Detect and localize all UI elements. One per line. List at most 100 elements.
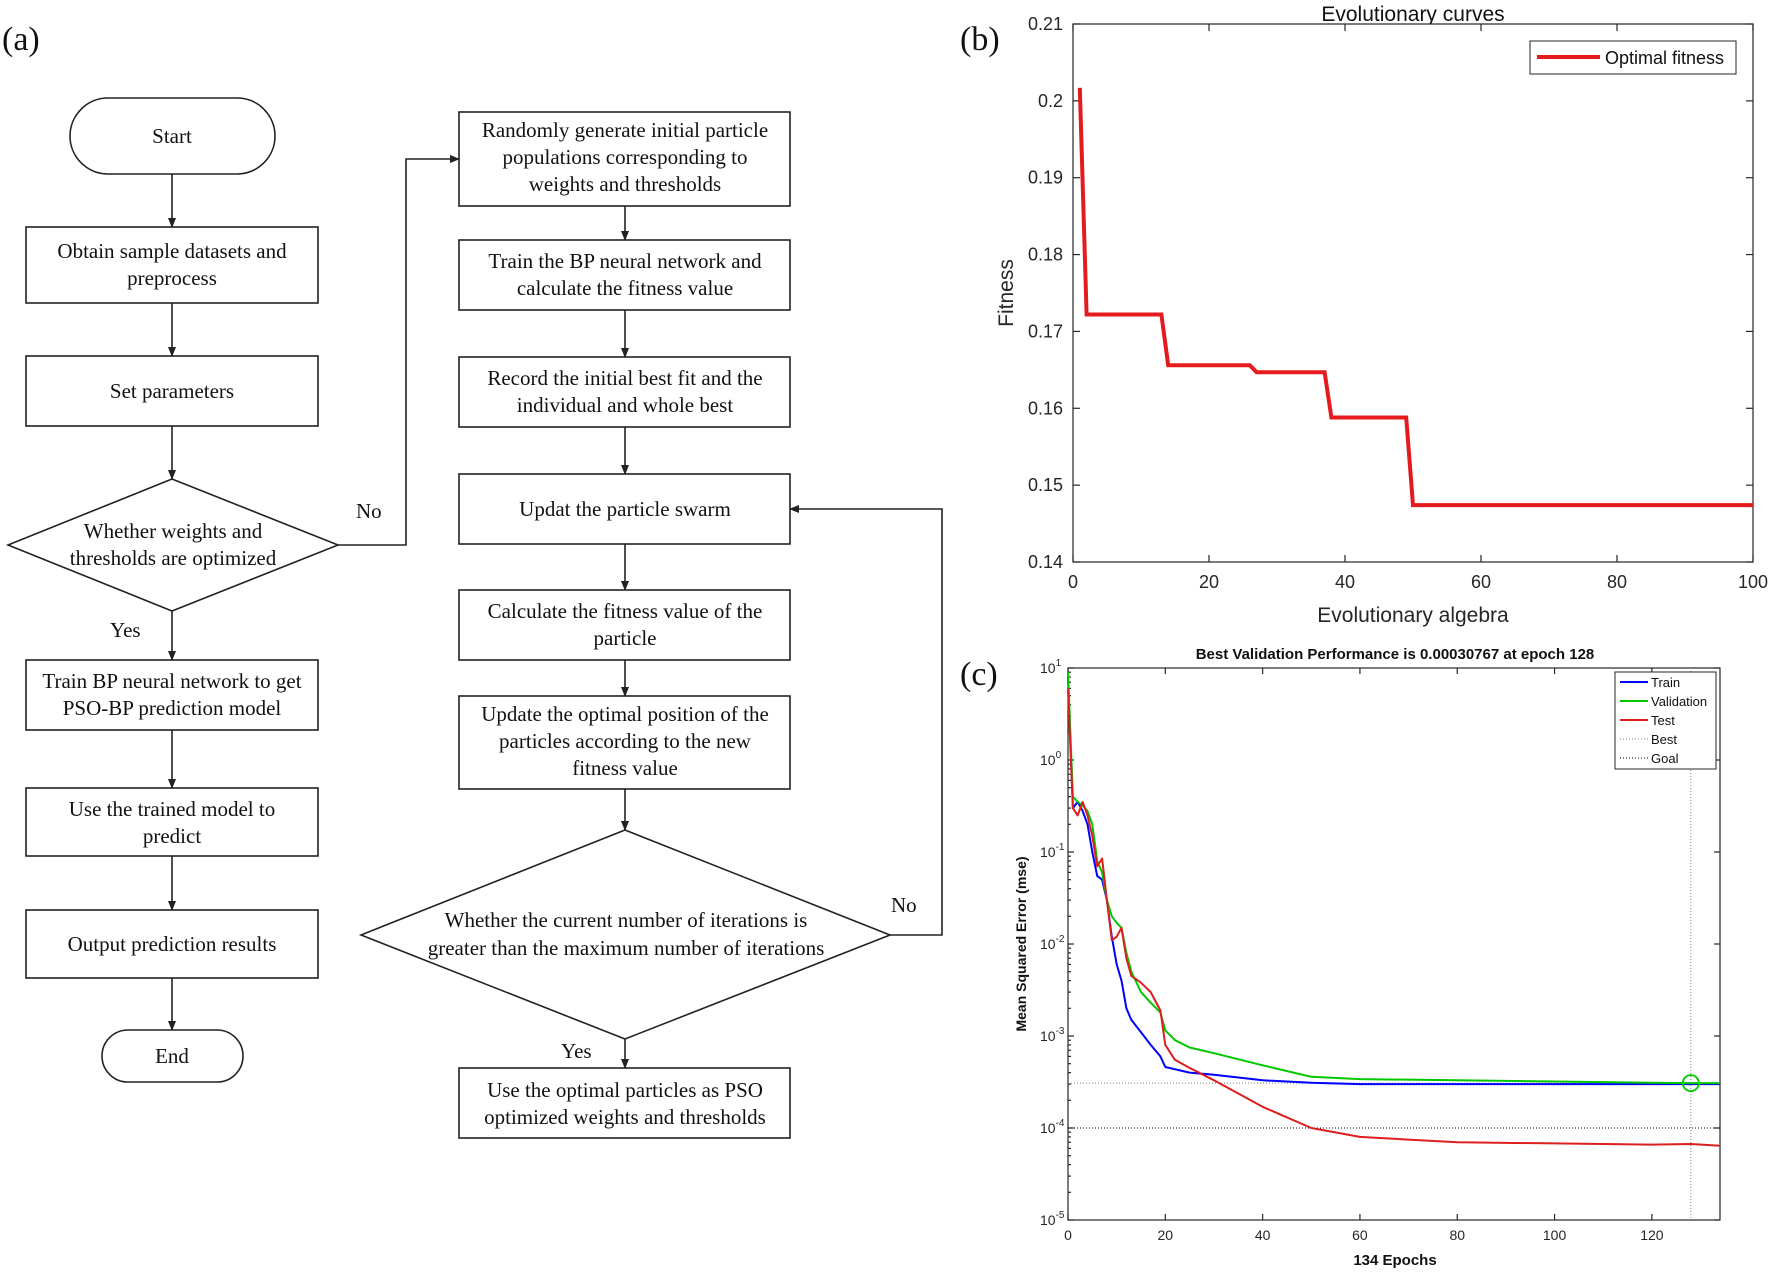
train-bp-fitness-line1: Train the BP neural network and [488,249,762,273]
random-init-line1: Randomly generate initial particle [482,118,768,142]
edge-decision-no-loop [789,505,943,936]
right-flow: Randomly generate initial particle popul… [358,111,943,1139]
random-init-line2: populations corresponding to [503,145,748,169]
chart-c-y-tick-label: 10-3 [1040,1026,1065,1044]
chart-b-y-tick-label: 0.15 [1028,475,1063,495]
chart-c-series [1067,672,1721,1147]
panel-label-a: (a) [2,21,40,58]
iterations-decision-line1: Whether the current number of iterations… [445,908,808,932]
random-init-line3: weights and thresholds [529,172,721,196]
set-parameters-label: Set parameters [110,379,234,403]
edge-decision-no-to-init [338,155,460,546]
panel-c-chart: (c) Best Validation Performance is 0.000… [960,646,1721,1269]
chart-c-legend-test: Test [1651,713,1675,728]
iterations-decision-yes: Yes [561,1039,592,1063]
chart-c-x-tick-label: 40 [1255,1227,1271,1243]
chart-c-y-tick-label: 10-1 [1040,842,1065,860]
chart-b-y-tick-label: 0.16 [1028,398,1063,418]
random-init-box [458,111,791,207]
train-bp-model-line1: Train BP neural network to get [42,669,301,693]
update-optimal-line1: Update the optimal position of the [481,702,769,726]
chart-b-x-tick-label: 100 [1738,572,1768,592]
train-bp-fitness-box [458,239,791,311]
record-best-line1: Record the initial best fit and the [487,366,762,390]
chart-c-x-tick-label: 60 [1352,1227,1368,1243]
panel-label-c: (c) [960,656,998,693]
iterations-decision-line2: greater than the maximum number of itera… [428,936,825,960]
use-model-line1: Use the trained model to [69,797,275,821]
update-optimal-line2: particles according to the new [499,729,752,753]
update-swarm-label: Updat the particle swarm [519,497,731,521]
update-swarm-box [458,473,791,545]
output-results-box [25,909,319,979]
panel-a-flowchart: (a) Start Obtain sample datasets and pre… [2,21,943,1139]
chart-c-x-tick-label: 80 [1449,1227,1465,1243]
chart-c-x-ticks: 0 20 40 60 80 100 120 [1064,668,1664,1243]
chart-b-y-tick-label: 0.14 [1028,552,1063,572]
obtain-datasets-line2: preprocess [127,266,217,290]
final-result-line1: Use the optimal particles as PSO [487,1078,763,1102]
chart-b-y-tick-label: 0.2 [1038,91,1063,111]
calc-fitness-line2: particle [594,626,657,650]
use-model-box [25,787,319,857]
chart-b-title: Evolutionary curves [1321,3,1504,26]
panel-label-b: (b) [960,21,1000,58]
chart-c-x-tick-label: 100 [1543,1227,1567,1243]
chart-c-legend-best: Best [1651,732,1677,747]
chart-c-legend-goal: Goal [1651,751,1679,766]
train-bp-fitness-line2: calculate the fitness value [517,276,733,300]
panel-b-chart: (b) Evolutionary curves 0 20 40 60 80 100 0.1… [960,3,1768,627]
end-label: End [155,1044,189,1068]
left-flow: Start Obtain sample datasets and preproc… [5,97,460,1083]
update-optimal-line3: fitness value [572,756,678,780]
start-label: Start [152,124,192,148]
record-best-box [458,356,791,428]
chart-b-x-ticks: 0 20 40 60 80 100 [1068,24,1768,592]
chart-c-y-ticks: 101 100 10-1 10-2 10-3 10-4 10-5 [1040,658,1720,1228]
chart-c-x-tick-label: 120 [1640,1227,1664,1243]
chart-b-y-tick-label: 0.18 [1028,245,1063,265]
chart-c-y-tick-label: 101 [1040,658,1062,676]
chart-b-y-ticks: 0.14 0.15 0.16 0.17 0.18 0.19 0.2 0.21 [1028,14,1753,572]
obtain-datasets-line1: Obtain sample datasets and [57,239,287,263]
chart-c-y-tick-label: 100 [1040,750,1062,768]
calc-fitness-box [458,589,791,661]
update-optimal-box [458,695,791,790]
chart-c-series-validation [1067,672,1720,1085]
weights-decision-no: No [356,499,382,523]
train-bp-model-box [25,659,319,731]
chart-b-plot-area [1072,23,1754,563]
chart-b-y-tick-label: 0.19 [1028,168,1063,188]
chart-c-y-tick-label: 10-2 [1040,934,1065,952]
chart-c-best-marker [1681,1074,1700,1092]
chart-b-legend-label: Optimal fitness [1605,48,1724,68]
weights-decision-line1: Whether weights and [84,519,263,543]
chart-b-y-tick-label: 0.17 [1028,321,1063,341]
chart-b-y-label: Fitness [995,259,1018,327]
chart-c-x-tick-label: 20 [1158,1227,1174,1243]
chart-c-legend-train: Train [1651,675,1680,690]
chart-c-x-label: 134 Epochs [1353,1252,1436,1269]
chart-b-y-tick-label: 0.21 [1028,14,1063,34]
chart-b-x-label: Evolutionary algebra [1317,604,1509,627]
chart-b-x-tick-label: 20 [1199,572,1219,592]
chart-c-title: Best Validation Performance is 0.0003076… [1196,646,1595,663]
chart-c-legend: Train Validation Test Best Goal [1614,671,1717,770]
chart-b-series-line [1077,87,1753,508]
chart-c-series-test [1067,688,1721,1147]
weights-decision-yes: Yes [110,618,141,642]
iterations-decision [358,829,893,1040]
chart-b-x-tick-label: 60 [1471,572,1491,592]
chart-b-x-tick-label: 80 [1607,572,1627,592]
output-results-label: Output prediction results [68,932,277,956]
chart-c-y-label: Mean Squared Error (mse) [1013,856,1029,1031]
chart-c-y-tick-label: 10-4 [1040,1118,1065,1136]
weights-decision-line2: thresholds are optimized [70,546,277,570]
record-best-line2: individual and whole best [517,393,734,417]
chart-c-y-tick-label: 10-5 [1040,1210,1065,1228]
use-model-line2: predict [143,824,201,848]
chart-b-series [1077,87,1753,508]
iterations-decision-no: No [891,893,917,917]
weights-optimized-decision [5,478,341,612]
